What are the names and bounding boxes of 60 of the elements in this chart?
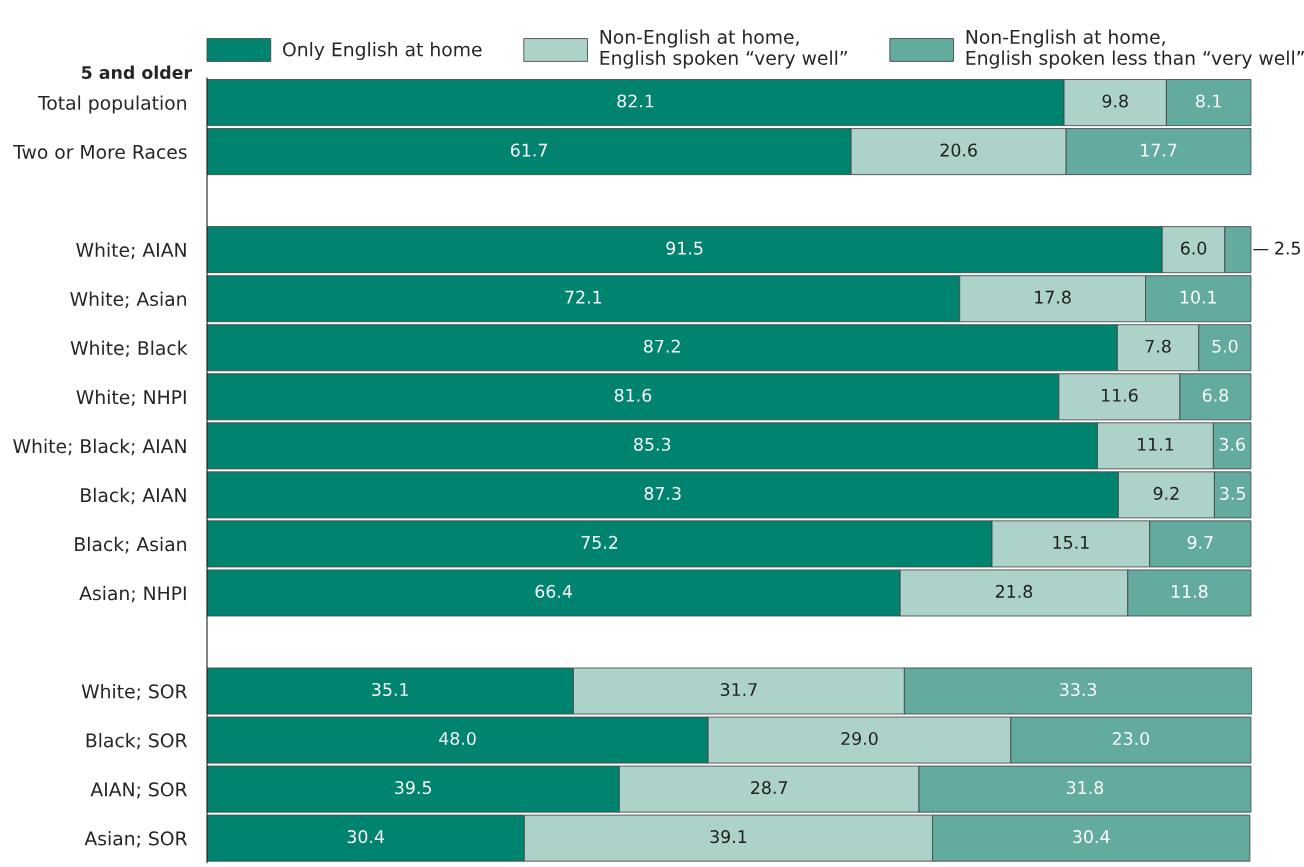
y-tick-label: White; Black [70,340,188,358]
legend-label: Non-English at home, English spoken “very well” [600,29,847,69]
data-label: 29.0 [841,731,878,746]
data-label: 28.7 [751,781,788,795]
data-label: 3.5 [1220,486,1245,500]
data-label: 72.1 [565,290,602,304]
y-tick-label: White; Black; AIAN [13,438,186,456]
data-label: 17.7 [1141,143,1177,157]
data-label: 81.6 [614,388,652,402]
y-tick-label: Asian; SOR [84,831,188,848]
data-label: 15.1 [1053,536,1089,549]
data-label: 82.1 [617,94,654,108]
data-label: 17.8 [1035,290,1071,304]
data-label: 87.3 [644,486,681,500]
text: 5 and older [82,65,192,80]
data-label: 6.8 [1202,388,1229,402]
data-label: 11.1 [1138,437,1174,451]
data-label: 21.8 [995,584,1033,598]
y-tick-label: Black; AIAN [81,487,186,505]
data-label: 87.2 [644,339,680,353]
data-label: 7.8 [1145,339,1171,353]
data-label: 35.1 [372,682,408,697]
data-label: 2.5 [1275,241,1301,255]
y-tick-label: Two or More Races [13,145,187,159]
legend-label: Only English at home [283,41,482,61]
y-tick-label: White; SOR [81,683,188,701]
data-label: 39.1 [710,830,747,844]
data-label: 31.8 [1066,781,1104,795]
data-label: 31.7 [720,682,757,697]
data-label: 23.0 [1112,731,1150,746]
y-tick-label: Black; Asian [75,536,186,554]
data-label: 75.2 [581,535,618,549]
data-label: 30.4 [1073,830,1110,844]
y-tick-label: Black; SOR [86,732,188,750]
y-tick-label: Asian; NHPI [79,585,186,603]
data-label: 20.6 [940,143,977,157]
data-label: 61.7 [510,143,547,157]
data-label: 85.3 [634,437,671,451]
data-label: 91.5 [666,241,703,255]
y-tick-label: White; AIAN [76,242,186,259]
data-label: 5.0 [1212,339,1238,353]
y-tick-label: Total population [37,95,186,114]
data-label: 8.1 [1196,94,1221,108]
data-label: 6.0 [1180,241,1207,255]
data-label: 66.4 [535,584,572,598]
data-label: 30.4 [347,830,385,844]
legend-label: Non-English at home, English spoken less than “very well” [966,29,1304,69]
data-label: 10.1 [1180,290,1216,304]
data-label: 11.8 [1171,584,1208,598]
y-tick-label: AIAN; SOR [90,782,188,799]
data-label: 9.2 [1153,486,1179,500]
data-label: 33.3 [1060,682,1097,697]
data-label: 9.7 [1187,535,1213,549]
y-tick-label: White; Asian [70,291,186,309]
data-label: 48.0 [439,731,476,746]
data-label: 3.6 [1219,437,1245,451]
y-tick-label: White; NHPI [76,389,186,407]
data-label: 9.8 [1102,94,1128,108]
data-label: 11.6 [1102,388,1138,402]
data-label: 39.5 [395,781,431,795]
